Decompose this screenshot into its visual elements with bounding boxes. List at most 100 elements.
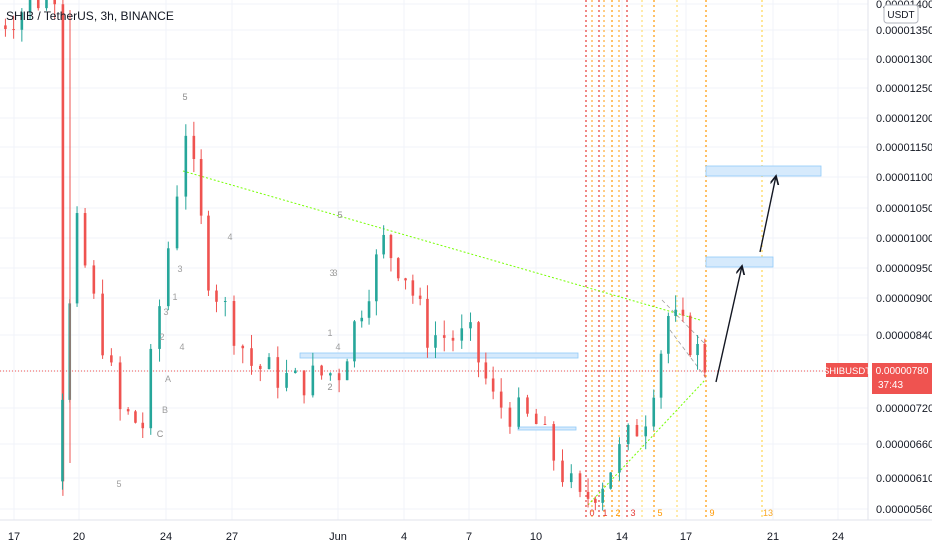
candle: [404, 277, 407, 290]
candle: [543, 416, 547, 425]
time-axis[interactable]: 17 20 24 27 Jun 4 7 10 14 17 21 24: [0, 519, 932, 550]
price-label: 0.00001350: [876, 25, 932, 37]
candle: [141, 412, 145, 439]
candle-body: [158, 306, 161, 349]
candle-body: [526, 397, 529, 414]
candle: [207, 210, 210, 296]
price-label: 0.00000950: [876, 263, 932, 275]
candle-body: [241, 345, 245, 349]
wave-label: 5: [337, 210, 342, 220]
candle-body: [92, 265, 96, 294]
wave-label: 5: [182, 92, 187, 102]
chart-title: SHIB / TetherUS, 3h, BINANCE: [6, 9, 174, 23]
candle: [134, 409, 137, 424]
candle-body: [337, 373, 341, 381]
candle: [552, 421, 556, 471]
candle-body: [12, 29, 15, 31]
candle-body: [491, 378, 495, 392]
wave-label: 2: [327, 382, 332, 392]
fib-label: 2: [615, 508, 620, 518]
candle: [382, 225, 385, 259]
price-label: 0.00000900: [876, 293, 932, 305]
time-label: 17: [680, 531, 692, 543]
candle: [337, 368, 341, 393]
candle: [688, 312, 692, 358]
overlay: [715, 176, 776, 383]
candle-body: [126, 409, 130, 412]
candle: [561, 449, 564, 487]
candle: [434, 321, 437, 359]
candles: [4, 0, 707, 511]
wave-label: 5: [182, 92, 187, 102]
price-label: 0.00001200: [876, 113, 932, 125]
candle: [451, 330, 455, 352]
drawings: [0, 165, 868, 506]
candle: [294, 367, 297, 374]
fib-label: 1: [602, 508, 607, 518]
candle: [696, 335, 699, 370]
bar-countdown: 37:43: [878, 380, 903, 391]
candle-body: [508, 407, 512, 427]
candle-body: [215, 290, 218, 302]
wave-label: B: [162, 405, 168, 415]
price-label: 0.00001300: [876, 54, 932, 66]
candle: [20, 8, 24, 42]
trend-line-upper: [182, 170, 701, 321]
candle-body: [460, 328, 464, 341]
candle: [184, 124, 188, 210]
candle-body: [396, 258, 400, 279]
candle-body: [61, 4, 65, 482]
candle: [223, 296, 227, 317]
last-price-symbol: SHIBUSDT: [823, 366, 871, 377]
candle-body: [110, 355, 113, 363]
time-label: 10: [530, 531, 542, 543]
candle: [477, 321, 480, 378]
candle: [241, 344, 245, 364]
wedge-lower: [669, 329, 707, 379]
time-label: 24: [832, 531, 844, 543]
candle-body: [644, 426, 648, 437]
wedge-upper: [661, 299, 707, 346]
time-label: 21: [767, 531, 779, 543]
currency-label: USDT: [887, 10, 914, 21]
candle: [167, 241, 170, 311]
candle-body: [267, 357, 271, 370]
candle: [652, 389, 656, 431]
candle-body: [250, 348, 253, 366]
candle: [75, 206, 79, 307]
candle-body: [652, 397, 656, 427]
candle-body: [311, 365, 315, 396]
candle-body: [499, 391, 503, 408]
candle: [569, 464, 573, 489]
candle: [45, 0, 48, 11]
candle: [469, 312, 472, 341]
candle: [609, 472, 612, 490]
candle-body: [418, 295, 422, 299]
candle: [175, 185, 179, 251]
candle: [250, 334, 253, 375]
candle-body: [561, 460, 564, 483]
time-label: 17: [8, 531, 20, 543]
price-axis[interactable]: 0.000014000.000013500.000013000.00001250…: [867, 0, 932, 550]
candle: [353, 320, 356, 368]
candle: [618, 437, 621, 481]
candle: [285, 359, 288, 392]
time-label: 14: [616, 531, 628, 543]
candle-body: [28, 0, 32, 13]
candle: [258, 363, 262, 382]
candle: [360, 310, 364, 328]
candle-body: [175, 196, 179, 249]
time-label: Jun: [329, 531, 347, 543]
price-label: 0.00001100: [876, 172, 932, 184]
candle-body: [659, 353, 663, 398]
candle-body: [149, 348, 153, 429]
candle: [118, 356, 122, 421]
candle: [586, 478, 590, 508]
candle-body: [517, 397, 520, 427]
candle-body: [578, 473, 582, 492]
time-label: 7: [466, 531, 472, 543]
candle: [61, 393, 64, 490]
price-label: 0.00000560: [876, 504, 932, 516]
candle-body: [688, 315, 692, 356]
